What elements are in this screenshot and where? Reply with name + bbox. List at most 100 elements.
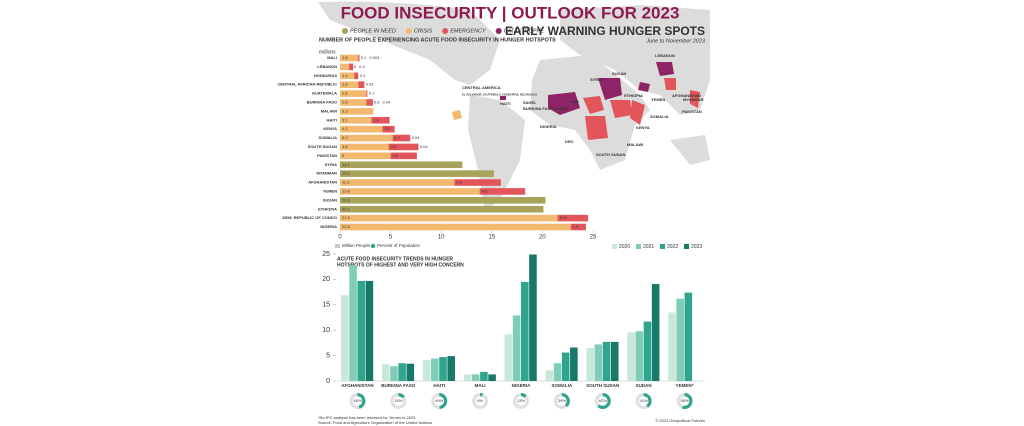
pie-hole xyxy=(679,396,690,406)
bar-segment xyxy=(570,223,586,231)
legend-label: 2021 xyxy=(643,244,654,250)
value-label: 0.04 xyxy=(382,100,391,105)
pie-label: 46% xyxy=(353,398,361,403)
bar xyxy=(463,374,472,381)
pie-label: 6% xyxy=(477,398,483,403)
value-label: 3.3 xyxy=(342,108,348,113)
value-label: 5 xyxy=(342,153,345,158)
bar-segment xyxy=(340,170,494,177)
map-label: LEBANON xyxy=(655,53,675,58)
haiti-region xyxy=(500,96,506,100)
value-label: 0.61 xyxy=(366,82,375,87)
category-label: MALAWI xyxy=(321,108,337,113)
bar xyxy=(627,332,635,381)
bar-segment xyxy=(340,72,355,80)
bar-segment xyxy=(340,188,480,195)
pie-label: 55% xyxy=(681,398,689,403)
map xyxy=(318,1,710,210)
ethiopia-region xyxy=(610,100,632,118)
pie-hole xyxy=(475,396,485,406)
pie-hole xyxy=(516,396,526,406)
bar-segment xyxy=(454,179,501,186)
pie-hole xyxy=(638,396,649,406)
pie-hole xyxy=(557,396,567,406)
bar-segment xyxy=(382,125,395,133)
legend-label: 2020 xyxy=(619,244,630,250)
category-label: BURKINA FASO xyxy=(307,100,337,105)
bar-segment xyxy=(371,116,390,124)
value-label: 11.3 xyxy=(342,180,350,185)
bar xyxy=(471,374,480,381)
somalia-region xyxy=(630,100,645,125)
value-label: 0.4 xyxy=(359,64,365,69)
bar-segment xyxy=(390,152,417,160)
category-label: CENTRAL AFRICAN REPUBLIC xyxy=(277,82,337,87)
bar-segment xyxy=(340,108,374,115)
bar-segment xyxy=(340,161,463,169)
x-tick-label: 25 xyxy=(590,235,597,241)
map-label: KENYA xyxy=(636,125,650,130)
bar-segment xyxy=(388,143,418,151)
map-label: BURKINA FASO & MALI xyxy=(523,106,568,111)
map-label: DRC xyxy=(565,139,574,144)
value-label: 0.003 xyxy=(369,55,380,60)
bar xyxy=(381,364,390,381)
bar-segment xyxy=(340,179,455,186)
category-label: MYANMAR xyxy=(316,171,337,176)
category-label: SOUTH SUDAN xyxy=(308,144,337,149)
value-label: 0.9 xyxy=(351,64,357,69)
category-label: SOMALIA xyxy=(319,135,338,140)
value-label: 21.5 xyxy=(342,215,351,220)
pie-label: 41% xyxy=(640,398,648,403)
value-label: 1.8 xyxy=(373,117,379,122)
bar xyxy=(586,347,594,381)
bar xyxy=(349,265,357,381)
legend-swatch xyxy=(636,244,641,249)
legend-swatch xyxy=(370,243,376,249)
category-label: SYRIA xyxy=(325,162,337,167)
bar-segment xyxy=(340,54,359,62)
category-label: MALI xyxy=(327,55,337,60)
value-label: 4.8 xyxy=(342,144,348,149)
bar xyxy=(602,341,611,381)
pie-hole xyxy=(434,396,445,406)
category-label: HAITI xyxy=(327,117,337,122)
car-region xyxy=(583,96,604,114)
bar-segment xyxy=(557,214,589,222)
pie-label: 49% xyxy=(435,398,443,403)
bar-segment xyxy=(392,134,410,142)
bar xyxy=(439,357,447,381)
map-label: PAKISTAN xyxy=(682,109,702,114)
bar-segment xyxy=(349,63,354,71)
yemen-region xyxy=(638,82,650,92)
bar xyxy=(594,344,603,381)
x-tick-label: AFGHANISTAN xyxy=(341,383,373,388)
bar-segment xyxy=(340,134,393,142)
value-label: 20.3 xyxy=(342,197,351,202)
x-tick-label: NIGERIA xyxy=(512,383,532,388)
x-tick-label: 20 xyxy=(539,235,546,241)
legend-swatch xyxy=(684,244,689,249)
x-tick-label: HAITI xyxy=(433,383,445,388)
x-tick-label: YEMEN* xyxy=(676,383,694,388)
drc-region xyxy=(585,116,608,140)
y-tick-label: 15 xyxy=(322,302,330,309)
legend-label: EMERGENCY xyxy=(450,28,486,34)
map-label: MALAWI xyxy=(627,142,643,147)
value-label: 0.1 xyxy=(369,91,375,96)
map-label: YEMEN xyxy=(651,97,665,102)
legend-label: 2022 xyxy=(667,244,678,250)
map-label: AFGHANISTAN xyxy=(672,93,701,98)
bar-segment xyxy=(366,90,368,97)
bar-segment xyxy=(340,152,391,160)
category-label: NIGERIA xyxy=(320,224,337,229)
bar-segment xyxy=(358,54,360,62)
pie-hole xyxy=(352,396,363,406)
north-america xyxy=(318,1,500,86)
value-label: 1.4 xyxy=(342,73,348,78)
legend-swatch xyxy=(335,244,340,248)
legend-label: PEOPLE IN NEED xyxy=(350,28,396,34)
value-label: 13.8 xyxy=(342,188,351,193)
category-label: HONDURAS xyxy=(314,73,337,78)
